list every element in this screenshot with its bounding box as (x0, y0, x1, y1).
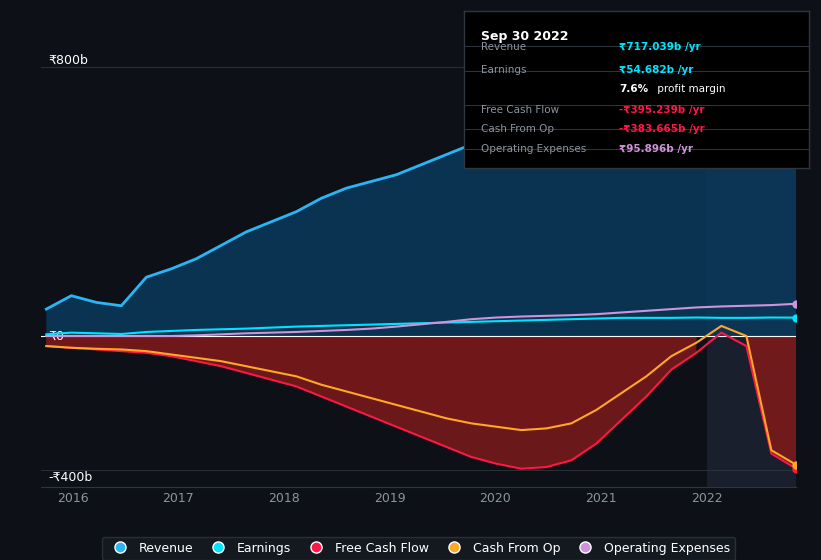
Text: Revenue: Revenue (481, 42, 526, 52)
Text: ₹54.682b /yr: ₹54.682b /yr (619, 66, 694, 76)
Text: Operating Expenses: Operating Expenses (481, 144, 586, 154)
Text: Cash From Op: Cash From Op (481, 124, 554, 133)
Text: -₹400b: -₹400b (48, 470, 93, 483)
Text: ₹0: ₹0 (48, 329, 65, 343)
Text: ₹95.896b /yr: ₹95.896b /yr (619, 144, 693, 154)
Text: Free Cash Flow: Free Cash Flow (481, 105, 559, 115)
Text: ₹800b: ₹800b (48, 54, 89, 67)
Text: Earnings: Earnings (481, 66, 526, 76)
Text: Sep 30 2022: Sep 30 2022 (481, 30, 569, 43)
Bar (707, 50, 796, 487)
Text: 7.6%: 7.6% (619, 85, 648, 94)
Legend: Revenue, Earnings, Free Cash Flow, Cash From Op, Operating Expenses: Revenue, Earnings, Free Cash Flow, Cash … (103, 536, 735, 559)
Text: -₹395.239b /yr: -₹395.239b /yr (619, 105, 704, 115)
Text: ₹717.039b /yr: ₹717.039b /yr (619, 42, 700, 52)
Text: profit margin: profit margin (654, 85, 725, 94)
Text: -₹383.665b /yr: -₹383.665b /yr (619, 124, 704, 133)
